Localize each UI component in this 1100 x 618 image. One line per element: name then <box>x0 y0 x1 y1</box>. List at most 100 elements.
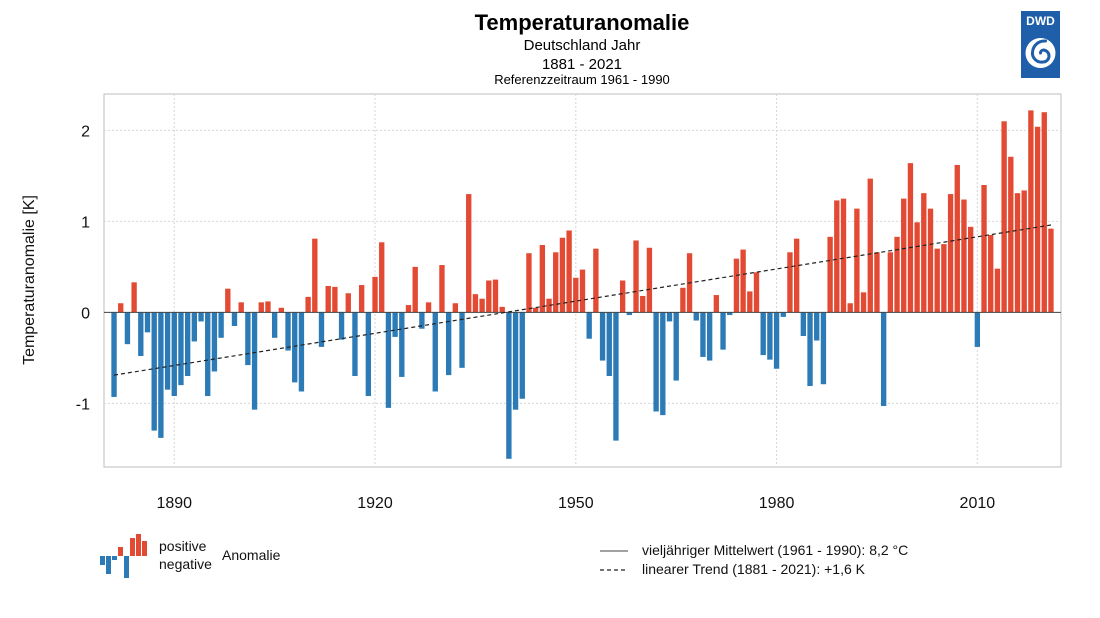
anomaly-bar <box>914 222 920 313</box>
anomaly-bar <box>814 312 820 341</box>
anomaly-bar <box>372 276 378 313</box>
anomaly-bar <box>753 272 760 313</box>
anomaly-bar <box>773 312 780 369</box>
anomaly-bar <box>352 312 358 377</box>
dwd-swirl-icon <box>1025 38 1056 68</box>
anomaly-bar <box>412 266 418 313</box>
anomaly-bar <box>988 235 994 313</box>
anomaly-bar <box>466 194 472 313</box>
anomaly-bar <box>559 237 566 313</box>
anomaly-bar <box>874 252 880 313</box>
anomaly-bar <box>706 312 713 361</box>
anomaly-bar <box>854 208 860 313</box>
anomaly-bar <box>1001 121 1007 313</box>
anomaly-bar <box>934 248 940 313</box>
anomaly-bar <box>740 249 746 313</box>
anomaly-bar <box>452 303 459 313</box>
anomaly-bar <box>880 312 887 407</box>
anomaly-bar <box>144 312 151 333</box>
anomaly-bar <box>800 312 807 336</box>
anomaly-bar <box>807 312 813 387</box>
chart-subtitle: Deutschland Jahr <box>524 37 641 54</box>
anomaly-bar <box>573 277 579 313</box>
anomaly-bar <box>499 306 505 313</box>
anomaly-bar <box>733 258 740 313</box>
anomaly-bar <box>486 280 492 313</box>
anomaly-bar <box>860 292 867 313</box>
x-tick-label: 1920 <box>357 495 393 512</box>
anomaly-bar <box>138 312 144 357</box>
x-tick-labels: 1890 1920 1950 1980 2010 <box>156 495 995 512</box>
chart-reference: Referenzzeitraum 1961 - 1990 <box>494 72 670 87</box>
anomaly-bar <box>653 312 659 412</box>
anomaly-bar <box>245 312 251 366</box>
y-tick-label: -1 <box>76 396 90 413</box>
anomaly-bar <box>613 312 619 441</box>
y-axis-label: Temperaturanomalie [K] <box>21 195 38 365</box>
anomaly-bar <box>793 238 800 313</box>
anomaly-bar <box>191 312 198 342</box>
anomaly-bar <box>292 312 298 383</box>
anomaly-bar <box>747 291 753 313</box>
anomaly-bar <box>606 312 612 377</box>
anomaly-bar <box>981 184 987 313</box>
anomaly-bar <box>405 305 412 313</box>
anomaly-bar <box>680 287 686 313</box>
anomaly-bar <box>941 244 947 313</box>
anomaly-bar <box>419 312 425 329</box>
anomaly-bar <box>379 242 385 313</box>
anomaly-bar <box>265 301 271 313</box>
anomaly-bar <box>445 312 452 376</box>
anomaly-bar <box>626 312 633 316</box>
anomaly-bar <box>271 312 278 338</box>
legend-lines: vieljähriger Mittelwert (1961 - 1990): 8… <box>600 542 908 577</box>
y-tick-label: 0 <box>81 305 90 322</box>
legend-anomaly-swatch-icon <box>100 534 147 578</box>
anomaly-bar <box>921 193 927 313</box>
anomaly-bar <box>787 252 793 313</box>
anomaly-bar <box>519 312 525 399</box>
anomaly-bar <box>720 312 726 350</box>
anomaly-bar <box>713 295 720 313</box>
anomaly-bar <box>325 285 331 313</box>
anomaly-bar <box>238 302 244 313</box>
anomaly-bar <box>171 312 177 397</box>
anomaly-bar <box>164 312 171 390</box>
anomaly-bar <box>1028 110 1034 313</box>
anomaly-bar <box>345 293 351 313</box>
anomaly-bar <box>312 238 318 313</box>
bars <box>111 110 1054 459</box>
logo-text: DWD <box>1026 14 1055 28</box>
anomaly-bar <box>512 312 519 410</box>
anomaly-bar <box>693 312 699 321</box>
anomaly-bar <box>579 269 586 313</box>
anomaly-bar <box>840 198 847 313</box>
anomaly-bar <box>539 245 546 313</box>
x-tick-label: 2010 <box>960 495 996 512</box>
anomaly-bar <box>258 302 264 313</box>
anomaly-bar <box>184 312 191 377</box>
anomaly-bar <box>894 236 900 313</box>
x-tick-label: 1980 <box>759 495 795 512</box>
anomaly-bar <box>1034 126 1041 313</box>
anomaly-bar <box>640 295 646 313</box>
anomaly-bar <box>492 279 499 313</box>
anomaly-bar <box>660 312 666 416</box>
anomaly-bar <box>399 312 405 377</box>
anomaly-bar <box>1048 228 1054 313</box>
anomaly-bar <box>385 312 392 408</box>
legend-mean: vieljähriger Mittelwert (1961 - 1990): 8… <box>642 542 908 558</box>
anomaly-bar <box>633 240 639 313</box>
anomaly-bar <box>1021 190 1027 313</box>
anomaly-bar <box>673 312 679 381</box>
anomaly-bar <box>974 312 981 347</box>
anomaly-bar <box>599 312 606 361</box>
anomaly-bar <box>586 312 592 339</box>
anomaly-bar <box>231 312 238 326</box>
legend-positive: positive <box>159 538 207 554</box>
anomaly-bar <box>887 252 894 313</box>
anomaly-bar <box>1014 193 1021 313</box>
anomaly-bar <box>954 164 960 313</box>
plot-frame <box>103 93 1062 468</box>
anomaly-bar <box>546 298 552 313</box>
